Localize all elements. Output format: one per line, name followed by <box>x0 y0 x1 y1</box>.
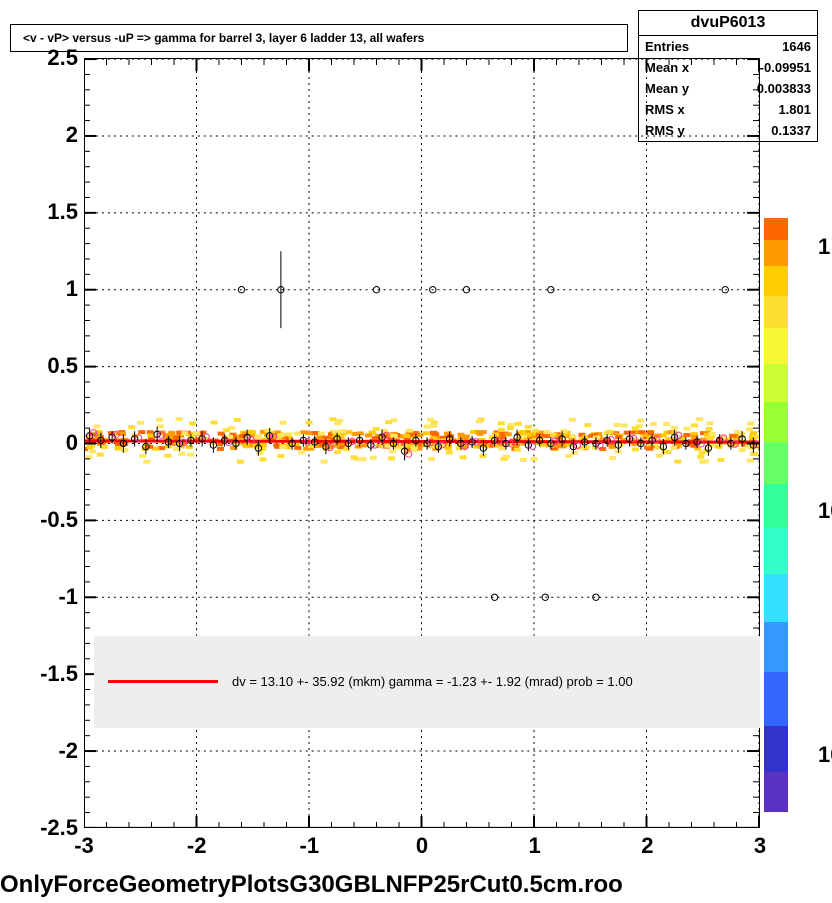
y-tick-label: -2.5 <box>18 815 78 841</box>
plot-title: <v - vP> versus -uP => gamma for barrel … <box>23 31 424 45</box>
x-tick-label: 1 <box>529 833 541 859</box>
stats-name: dvuP6013 <box>639 11 817 36</box>
colorbar-segment <box>764 622 788 672</box>
x-tick-label: 0 <box>416 833 428 859</box>
colorbar-segment <box>764 266 788 296</box>
y-tick-label: -0.5 <box>18 507 78 533</box>
x-tick-label: 3 <box>754 833 766 859</box>
colorbar-segment <box>764 402 788 442</box>
stats-row: Entries1646 <box>639 36 817 57</box>
fit-text: dv = 13.10 +- 35.92 (mkm) gamma = -1.23 … <box>232 674 633 689</box>
file-title: OnlyForceGeometryPlotsG30GBLNFP25rCut0.5… <box>0 871 832 899</box>
y-tick-label: 2.5 <box>18 45 78 71</box>
y-tick-label: -2 <box>18 738 78 764</box>
colorbar-segment <box>764 726 788 772</box>
y-tick-label: 2 <box>18 122 78 148</box>
y-tick-label: 0 <box>18 430 78 456</box>
x-tick-label: -3 <box>74 833 94 859</box>
colorbar-tick-label: 10 <box>818 742 832 768</box>
y-tick-label: 0.5 <box>18 353 78 379</box>
fit-line-sample <box>108 680 218 683</box>
colorbar-segment <box>764 364 788 402</box>
colorbar-tick-label: 1 <box>818 234 830 260</box>
x-tick-label: 2 <box>641 833 653 859</box>
colorbar-segment <box>764 772 788 812</box>
colorbar-segment <box>764 296 788 328</box>
colorbar-segment <box>764 328 788 364</box>
colorbar <box>764 218 788 812</box>
colorbar-segment <box>764 672 788 726</box>
y-tick-label: -1 <box>18 584 78 610</box>
y-tick-label: -1.5 <box>18 661 78 687</box>
colorbar-segment <box>764 442 788 484</box>
colorbar-segment <box>764 574 788 622</box>
fit-legend: dv = 13.10 +- 35.92 (mkm) gamma = -1.23 … <box>94 636 760 728</box>
colorbar-tick-label: 10 <box>818 498 832 524</box>
colorbar-segment <box>764 218 788 240</box>
y-tick-label: 1 <box>18 276 78 302</box>
x-tick-label: -1 <box>300 833 320 859</box>
plot-title-box: <v - vP> versus -uP => gamma for barrel … <box>10 24 628 52</box>
x-tick-label: -2 <box>187 833 207 859</box>
colorbar-segment <box>764 484 788 528</box>
colorbar-segment <box>764 528 788 574</box>
y-tick-label: 1.5 <box>18 199 78 225</box>
colorbar-segment <box>764 240 788 266</box>
